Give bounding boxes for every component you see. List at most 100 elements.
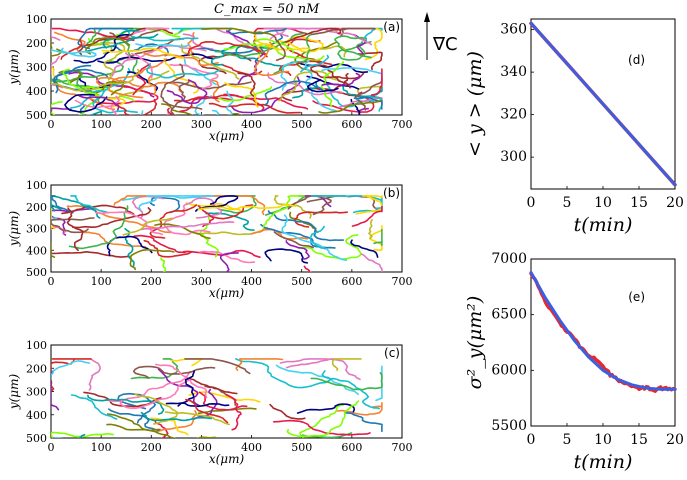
- trajectory-track: [140, 411, 213, 422]
- trajectory-track: [350, 98, 361, 115]
- y-tick-label: 500: [26, 432, 47, 445]
- trajectory-track: [307, 79, 339, 93]
- x-tick-label: 20: [666, 195, 684, 211]
- trajectory-track: [328, 107, 369, 115]
- y-axis-label: y(μm): [7, 211, 21, 248]
- trajectory-track: [225, 393, 242, 431]
- x-tick-label: 600: [341, 118, 362, 131]
- trajectory-track: [360, 253, 383, 272]
- y-tick-label: 340: [500, 64, 527, 80]
- trajectory-track: [214, 32, 306, 57]
- y-tick-label: 200: [26, 201, 47, 214]
- trajectory-track: [273, 31, 313, 75]
- trajectory-track: [146, 63, 221, 79]
- trajectory-track: [51, 55, 64, 89]
- trajectory-track: [285, 27, 342, 43]
- trajectory-track: [187, 32, 195, 57]
- trajectory-track: [345, 412, 383, 433]
- x-tick-label: 0: [527, 432, 536, 448]
- trajectory-track: [51, 36, 62, 58]
- panel-a-trajectories: 0 100 200 300 400 500 600 700 100 200 300 400 500 x(μ…: [7, 13, 413, 143]
- trajectory-track: [354, 77, 383, 111]
- trajectory-track: [119, 378, 191, 409]
- trajectory-track: [51, 107, 72, 113]
- trajectory-track: [166, 79, 208, 104]
- trajectory-track: [264, 248, 309, 264]
- trajectory-track: [95, 211, 163, 236]
- trajectory-track: [273, 419, 371, 436]
- trajectory-track: [51, 195, 101, 219]
- trajectory-track: [173, 81, 252, 90]
- trajectory-track: [299, 404, 345, 438]
- trajectory-track: [197, 204, 296, 211]
- y-tick-label: 7000: [491, 251, 527, 267]
- trajectory-track: [318, 99, 382, 114]
- trajectory-track: [188, 391, 261, 403]
- trajectory-track: [364, 27, 383, 43]
- x-tick-label: 5: [563, 432, 572, 448]
- trajectory-track: [155, 363, 208, 399]
- trajectory-track: [51, 217, 95, 234]
- trajectory-track: [51, 68, 140, 92]
- y-tick-label: 400: [26, 409, 47, 422]
- trajectory-track: [199, 250, 256, 264]
- trajectory-track: [273, 231, 314, 249]
- trajectory-track: [70, 394, 118, 420]
- trajectory-track: [51, 98, 99, 115]
- trajectory-track: [58, 70, 82, 84]
- trajectory-track: [218, 86, 273, 102]
- x-tick-label: 100: [91, 118, 112, 131]
- x-tick-label: 5: [563, 195, 572, 211]
- trajectory-track: [62, 68, 100, 97]
- trajectory-track: [226, 30, 265, 84]
- trajectory-track: [79, 95, 120, 111]
- trajectory-track: [164, 411, 230, 426]
- trajectory-track: [141, 221, 235, 231]
- trajectory-track: [310, 27, 376, 36]
- trajectory-track: [132, 365, 216, 379]
- y-tick-label: 300: [26, 386, 47, 399]
- trajectory-track: [278, 70, 341, 102]
- x-tick-label: 0: [48, 118, 55, 131]
- trajectory-track: [113, 195, 147, 206]
- x-tick-label: 15: [630, 195, 648, 211]
- trajectory-track: [160, 63, 203, 110]
- trajectory-track: [106, 423, 216, 438]
- trajectory-track: [53, 68, 109, 92]
- y-tick-label: 360: [500, 22, 527, 38]
- trajectory-track: [310, 64, 365, 80]
- x-tick-label: 700: [392, 118, 413, 131]
- trajectory-track: [267, 72, 344, 96]
- x-tick-label: 0: [48, 441, 55, 454]
- trajectory-track: [51, 360, 91, 381]
- y-axis-label: < y > (μm): [464, 51, 486, 157]
- trajectory-group: [51, 195, 383, 272]
- y-tick-label: 100: [26, 339, 47, 352]
- trajectory-track: [320, 61, 345, 108]
- trajectory-track: [95, 76, 184, 94]
- trajectory-track: [221, 64, 263, 76]
- trajectory-track: [267, 210, 344, 242]
- trajectory-track: [334, 35, 372, 59]
- trajectory-group: [51, 358, 383, 438]
- x-axis-label: x(μm): [209, 452, 245, 466]
- x-tick-label: 20: [666, 432, 684, 448]
- y-tick-label: 100: [26, 179, 47, 192]
- x-tick-label: 300: [191, 275, 212, 288]
- x-tick-label: 200: [141, 118, 162, 131]
- trajectory-track: [66, 207, 84, 252]
- gradient-arrowhead: [424, 12, 430, 22]
- panel-label: (a): [383, 20, 400, 34]
- trajectory-track: [122, 217, 173, 236]
- x-tick-label: 100: [91, 275, 112, 288]
- panel-label: (e): [628, 290, 645, 304]
- y-tick-label: 200: [26, 362, 47, 375]
- trajectory-track: [237, 72, 256, 97]
- x-axis-label: x(μm): [209, 129, 245, 143]
- trajectory-track: [297, 234, 362, 260]
- trajectory-track: [194, 95, 220, 115]
- trajectory-track: [357, 51, 383, 71]
- trajectory-track: [319, 45, 347, 58]
- trajectory-track: [253, 41, 290, 76]
- y-tick-label: 200: [26, 37, 47, 50]
